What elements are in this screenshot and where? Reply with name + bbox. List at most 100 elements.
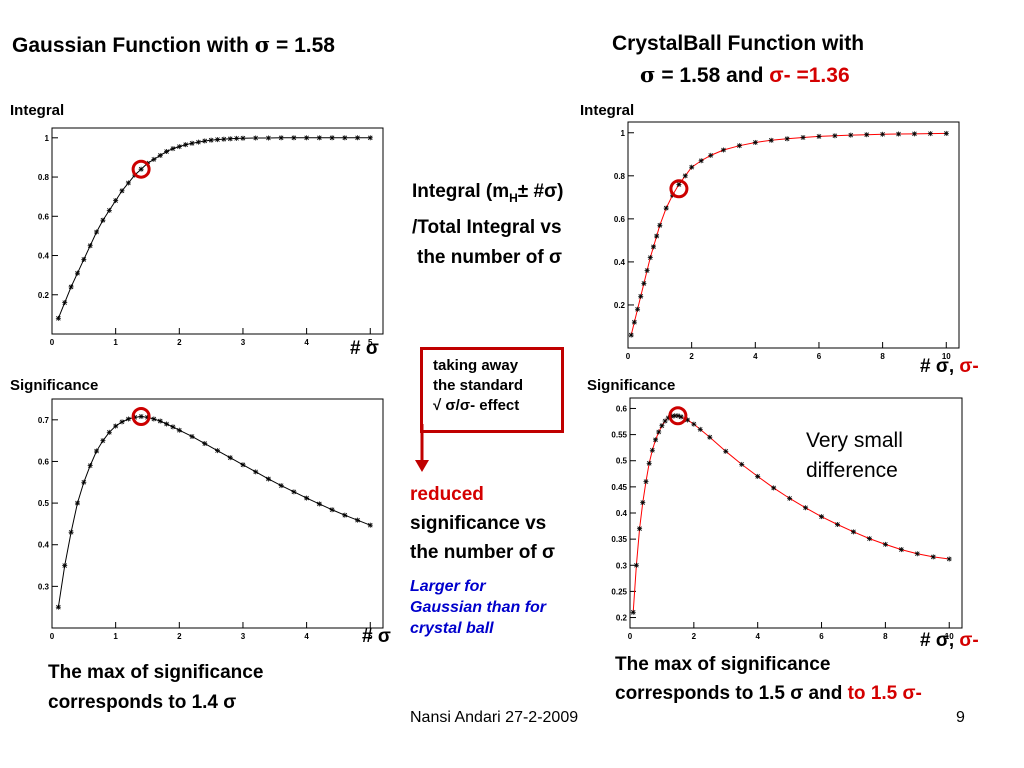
data-point: [253, 135, 259, 141]
xaxis-label-left-bottom: # σ: [362, 626, 391, 647]
data-point: [803, 505, 809, 511]
y-tick-label: 0.3: [616, 561, 628, 570]
data-point: [81, 479, 87, 485]
data-point: [641, 280, 647, 286]
data-point: [74, 500, 80, 506]
data-point: [739, 461, 745, 467]
data-point: [691, 421, 697, 427]
data-point: [943, 130, 949, 136]
data-point: [227, 455, 233, 461]
highlight-circle: [668, 406, 688, 426]
data-point: [113, 423, 119, 429]
y-tick-label: 0.2: [614, 301, 626, 310]
data-point: [304, 135, 310, 141]
data-point: [215, 448, 220, 454]
x-tick-label: 8: [883, 632, 888, 641]
y-tick-label: 0.45: [611, 483, 627, 492]
y-tick-label: 0.3: [38, 582, 50, 591]
crystalball-significance-plot: 0 2 4 6 8 10 0.2 0.25 0.3 0.35 0.4 0.45 0.5 0.55 0.6: [611, 397, 963, 641]
x-tick-label: 4: [753, 352, 758, 361]
data-point: [151, 416, 157, 422]
data-point: [291, 135, 297, 141]
data-point: [62, 563, 68, 569]
data-point: [62, 300, 68, 306]
y-tick-label: 0.4: [38, 541, 50, 550]
highlight-circle: [669, 179, 689, 199]
data-point: [914, 551, 920, 557]
data-point: [800, 134, 806, 140]
data-point: [646, 460, 652, 466]
data-point: [265, 476, 271, 482]
data-point: [74, 270, 80, 276]
data-point: [682, 173, 688, 179]
data-point: [367, 135, 373, 141]
left-title: Gaussian Function with σ = 1.58: [12, 32, 335, 57]
data-point: [68, 529, 74, 535]
y-tick-label: 0.4: [616, 509, 628, 518]
data-point: [195, 139, 201, 145]
highlight-circle: [131, 406, 151, 426]
y-tick-label: 0.7: [38, 416, 50, 425]
reduced-significance-text: reduced significance vs the number of σ: [410, 484, 555, 563]
data-point: [638, 293, 644, 299]
data-point: [896, 131, 902, 137]
gaussian-significance-plot: 0 1 2 3 4 5 0.3 0.4 0.5 0.6 0.7: [38, 398, 384, 641]
y-tick-label: 0.8: [38, 173, 50, 182]
x-tick-label: 5: [368, 338, 373, 347]
x-tick-label: 4: [304, 338, 309, 347]
data-point: [882, 541, 888, 547]
data-point: [106, 207, 112, 213]
data-point: [87, 463, 93, 469]
data-point: [816, 133, 822, 139]
data-point: [189, 140, 195, 146]
data-point: [689, 164, 695, 170]
data-point: [304, 495, 310, 501]
data-point: [240, 135, 246, 141]
down-arrow-icon: [415, 424, 429, 472]
right-title-line2: σ = 1.58 and σ- =1.36: [640, 62, 850, 87]
y-tick-label: 0.35: [611, 535, 627, 544]
data-point: [864, 132, 870, 138]
x-tick-label: 3: [241, 338, 246, 347]
xaxis-label-right-bottom: # σ, σ-: [920, 630, 979, 651]
data-point: [119, 419, 125, 425]
data-point: [291, 489, 297, 495]
data-point: [316, 135, 322, 141]
plot-frame: [627, 121, 960, 349]
data-point: [81, 256, 87, 262]
data-point: [202, 138, 208, 144]
series-line: [57, 137, 371, 319]
data-point: [329, 507, 335, 513]
xaxis-label-left-top: # σ: [350, 338, 379, 359]
data-point: [119, 188, 125, 194]
data-point: [170, 424, 176, 430]
data-point: [771, 485, 777, 491]
data-point: [253, 469, 259, 475]
x-tick-label: 4: [755, 632, 760, 641]
bottom-left-conclusion: The max of significance corresponds to 1…: [48, 662, 264, 713]
data-point: [215, 137, 220, 143]
data-point: [720, 147, 726, 153]
x-tick-label: 10: [942, 352, 951, 361]
significance-label-right: Significance: [587, 377, 676, 394]
right-title-line1: CrystalBall Function with: [612, 32, 865, 55]
integral-label-right: Integral: [580, 102, 635, 119]
data-point: [125, 416, 131, 422]
data-point: [342, 512, 348, 518]
data-point: [819, 514, 825, 520]
significance-label-left: Significance: [10, 377, 99, 394]
data-point: [644, 268, 650, 274]
data-point: [752, 139, 758, 145]
data-point: [176, 144, 182, 150]
data-point: [164, 421, 170, 427]
data-point: [94, 448, 100, 454]
data-point: [342, 135, 348, 141]
y-tick-label: 0.5: [616, 457, 628, 466]
data-point: [927, 131, 933, 137]
y-tick-label: 0.6: [38, 212, 50, 221]
data-point: [850, 529, 856, 535]
footer-author: Nansi Andari 27-2-2009: [410, 709, 579, 726]
x-tick-label: 1: [113, 632, 118, 641]
plot-frame: [51, 127, 384, 335]
y-tick-label: 1: [45, 134, 50, 143]
